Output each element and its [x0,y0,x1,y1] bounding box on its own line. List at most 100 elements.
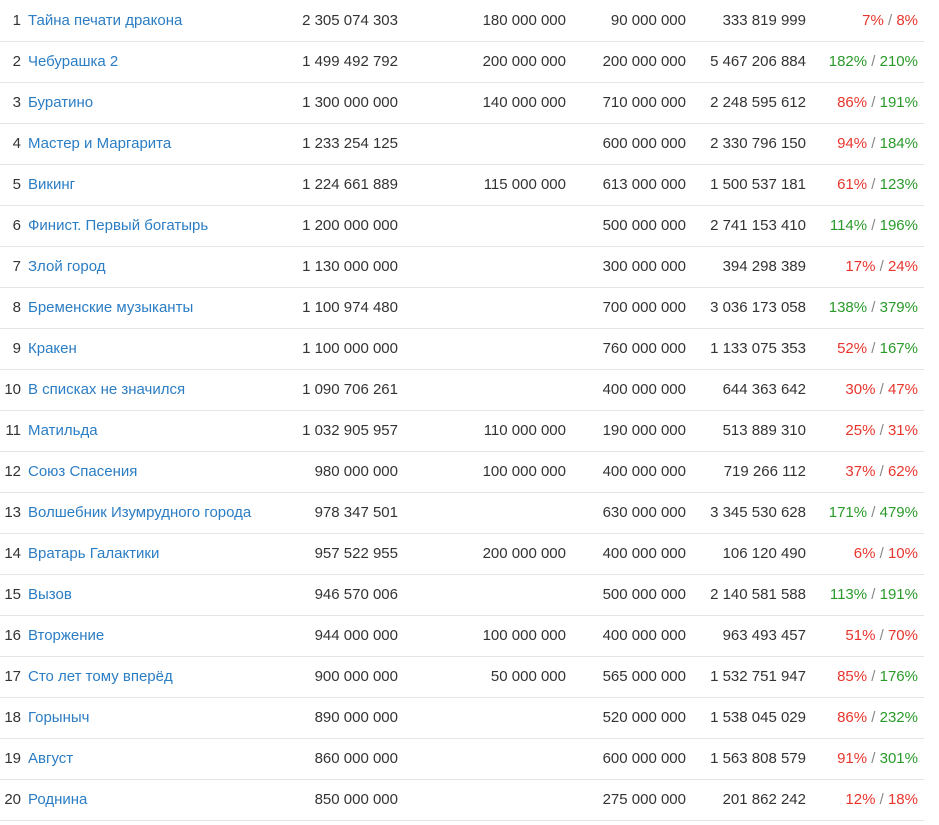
gross-cell: 2 248 595 612 [710,94,806,111]
title-cell: Злой город [28,246,280,287]
film-title-link[interactable]: Вратарь Галактики [28,545,160,562]
ratio-secondary: 184% [879,135,918,152]
film-title-link[interactable]: Матильда [28,422,98,439]
film-title-link[interactable]: Сто лет тому вперёд [28,668,173,685]
film-title-link[interactable]: Буратино [28,94,94,111]
film-title-link[interactable]: Злой город [28,258,106,275]
rank-cell: 15 [4,586,21,603]
budget-b-cell: 90 000 000 [610,11,686,29]
gross-cell: 2 741 153 410 [710,217,806,234]
ratio-separator: / [867,340,880,357]
rank-cell: 11 [5,422,21,439]
total-cell: 1 090 706 261 [302,381,398,398]
ratio-separator: / [875,627,888,644]
ratio-primary: 171% [828,504,868,521]
ratio-secondary: 176% [879,668,918,685]
table-row: 17 Сто лет тому вперёд 900 000 000 50 000 0… [0,656,924,697]
budget-b-cell: 760 000 000 [602,340,686,357]
ratio-cell: 30% / 47% [806,369,924,410]
film-title-link[interactable]: Финист. Первый богатырь [28,217,209,234]
title-cell: Роднина [28,779,280,820]
table-row: 7 Злой город 1 130 000 000 300 000 000 394 2… [0,246,924,287]
gross-cell: 333 819 999 [722,11,806,29]
budget-a-cell [398,738,566,779]
budget-a-cell: 200 000 000 [482,545,566,562]
budget-b-cell: 200 000 000 [602,53,686,70]
ratio-separator: / [867,135,880,152]
title-cell: Волшебник Изумрудного города [28,492,280,533]
film-title-link[interactable]: Горыныч [28,709,90,726]
title-cell: В списках не значился [28,369,280,410]
budget-b-cell: 700 000 000 [602,299,686,316]
table-row: 15 Вызов 946 570 006 500 000 000 2 140 581 5… [0,574,924,615]
ratio-secondary: 191% [879,586,918,603]
film-title-link[interactable]: Вторжение [28,627,105,644]
total-cell: 890 000 000 [314,709,398,726]
gross-cell: 1 538 045 029 [710,709,806,726]
budget-a-cell: 110 000 000 [483,422,566,439]
total-cell: 1 100 000 000 [302,340,398,357]
gross-cell: 719 266 112 [723,463,806,480]
rank-cell: 9 [12,340,21,357]
ratio-secondary: 210% [879,53,918,70]
budget-b-cell: 400 000 000 [602,545,686,562]
budget-b-cell: 565 000 000 [602,668,686,685]
film-title-link[interactable]: Викинг [28,176,76,193]
budget-a-cell: 180 000 000 [482,11,566,29]
gross-cell: 3 036 173 058 [710,299,806,316]
total-cell: 860 000 000 [314,750,398,767]
film-title-link[interactable]: Мастер и Маргарита [28,135,172,152]
ratio-cell: 91% / 301% [806,738,924,779]
budget-b-cell: 600 000 000 [602,750,686,767]
ratio-primary: 85% [837,668,868,685]
gross-cell: 201 862 242 [722,791,806,808]
ratio-cell: 25% / 31% [806,410,924,451]
ratio-separator: / [867,53,880,70]
rank-cell: 1 [12,11,21,29]
film-title-link[interactable]: Чебурашка 2 [28,53,119,70]
budget-b-cell: 275 000 000 [602,791,686,808]
ratio-secondary: 123% [879,176,918,193]
film-title-link[interactable]: Волшебник Изумрудного города [28,504,252,521]
film-title-link[interactable]: Союз Спасения [28,463,138,480]
rank-cell: 19 [4,750,21,767]
ratio-separator: / [867,750,880,767]
title-cell: Буратино [28,82,280,123]
ratio-cell: 51% / 70% [806,615,924,656]
rank-cell: 6 [12,217,21,234]
ratio-secondary: 31% [887,422,918,439]
budget-a-cell: 50 000 000 [490,668,566,685]
ratio-separator: / [875,545,888,562]
title-cell: Сто лет тому вперёд [28,656,280,697]
film-title-link[interactable]: В списках не значился [28,381,186,398]
ratio-separator: / [875,463,888,480]
film-title-link[interactable]: Вызов [28,586,72,603]
film-title-link[interactable]: Бременские музыканты [28,299,194,316]
ratio-separator: / [875,791,888,808]
rank-cell: 8 [12,299,21,316]
film-title-link[interactable]: Кракен [28,340,77,357]
total-cell: 944 000 000 [314,627,398,644]
ratio-separator: / [875,258,888,275]
budget-a-cell [398,574,566,615]
ratio-secondary: 301% [879,750,918,767]
ratio-separator: / [867,176,880,193]
gross-cell: 1 563 808 579 [710,750,806,767]
ratio-secondary: 10% [887,545,918,562]
budget-b-cell: 190 000 000 [602,422,686,439]
ratio-primary: 94% [837,135,868,152]
rank-cell: 10 [4,381,21,398]
title-cell: Тайна печати дракона [28,0,280,41]
ratio-secondary: 24% [887,258,918,275]
film-title-link[interactable]: Август [28,750,74,767]
table-row: 11 Матильда 1 032 905 957 110 000 000 190 00… [0,410,924,451]
gross-cell: 5 467 206 884 [710,53,806,70]
table-row: 16 Вторжение 944 000 000 100 000 000 400 000… [0,615,924,656]
ratio-separator: / [883,11,897,29]
film-title-link[interactable]: Роднина [28,791,88,808]
rank-cell: 16 [4,627,21,644]
film-title-link[interactable]: Тайна печати дракона [28,11,183,29]
total-cell: 2 305 074 303 [302,11,398,29]
budget-a-cell [398,697,566,738]
total-cell: 1 224 661 889 [302,176,398,193]
